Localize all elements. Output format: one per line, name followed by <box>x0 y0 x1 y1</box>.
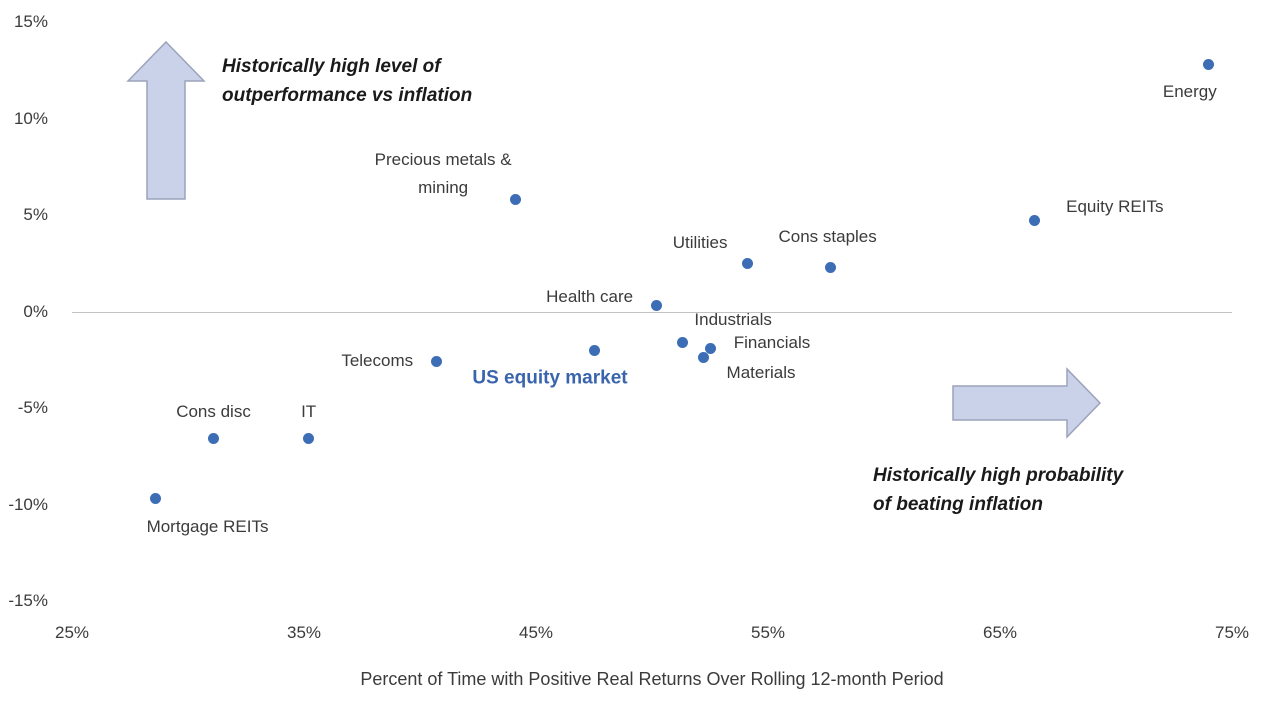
data-point <box>150 493 162 505</box>
zero-gridline <box>72 312 1232 313</box>
x-axis-title: Percent of Time with Positive Real Retur… <box>360 669 944 689</box>
x-tick-label: 65% <box>982 623 1018 642</box>
y-tick-label: -5% <box>17 398 48 417</box>
data-point <box>509 194 521 206</box>
x-tick-label: 55% <box>750 623 786 642</box>
point-label: Industrials <box>694 310 772 330</box>
x-tick-label: 75% <box>1214 623 1250 642</box>
y-tick-label: 5% <box>23 205 48 224</box>
data-point <box>430 356 442 368</box>
annotation-beating-inflation: Historically high probability of beating… <box>873 465 1124 515</box>
data-point <box>741 257 753 269</box>
y-tick-label: 15% <box>13 12 48 31</box>
x-tick-label: 25% <box>54 623 90 642</box>
point-label: Cons staples <box>778 227 877 247</box>
point-label: Precious metals & mining <box>374 149 512 197</box>
x-tick-label: 35% <box>286 623 322 642</box>
point-label: Health care <box>546 286 634 306</box>
point-label: IT <box>301 401 317 421</box>
data-point <box>704 342 716 354</box>
y-tick-label: -10% <box>8 494 48 514</box>
data-point <box>208 433 220 445</box>
point-label: Cons disc <box>176 401 251 421</box>
point-label: Financials <box>733 333 811 353</box>
y-tick-label: 10% <box>13 108 48 128</box>
data-point <box>651 300 663 312</box>
data-point <box>825 261 837 273</box>
data-point <box>588 344 600 356</box>
data-point <box>676 336 688 348</box>
point-label: Materials <box>726 362 796 382</box>
point-label: Equity REITs <box>1066 196 1164 216</box>
point-label: Utilities <box>672 233 728 253</box>
y-tick-label: 0% <box>23 301 48 321</box>
point-label: US equity market <box>472 367 628 389</box>
data-point <box>303 433 315 445</box>
data-point <box>697 352 709 364</box>
data-point <box>1203 58 1215 70</box>
point-label: Mortgage REITs <box>146 516 269 536</box>
point-label: Telecoms <box>341 350 414 370</box>
y-tick-label: -15% <box>8 591 48 610</box>
x-tick-label: 45% <box>518 623 554 642</box>
up-arrow-icon <box>126 40 206 200</box>
right-arrow-icon <box>952 367 1102 439</box>
annotation-outperformance: Historically high level of outperformanc… <box>222 56 473 106</box>
point-label: Energy <box>1162 82 1217 102</box>
data-point <box>1029 215 1041 227</box>
